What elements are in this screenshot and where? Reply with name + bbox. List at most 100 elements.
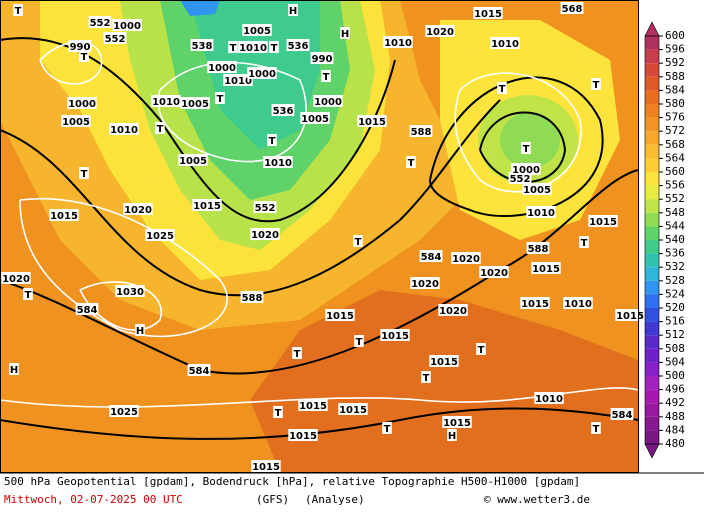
map-label: T [355,237,362,248]
colorbar-label: 568 [665,138,685,151]
label-bg [273,406,283,418]
map-label: 584 [612,410,633,421]
map-label: T [217,94,224,105]
map-label: T [230,43,237,54]
label-bg [447,429,457,441]
map-label: 1020 [480,268,508,279]
footer-run: (Analyse) [305,493,365,506]
map-label: 552 [510,174,531,185]
colorbar-label: 528 [665,274,685,287]
colorbar-segment [645,76,659,91]
colorbar-label: 496 [665,383,685,396]
map-label: T [269,136,276,147]
map-label: 538 [192,41,213,52]
colorbar-segment [645,267,659,281]
colorbar-label: 552 [665,192,685,205]
map-label: 1010 [264,158,292,169]
label-bg [151,95,181,107]
colorbar-label: 564 [665,151,685,164]
map-label: 552 [105,34,126,45]
label-bg [253,201,277,213]
map-label: 1010 [384,38,412,49]
map-label: T [384,424,391,435]
label-bg [292,347,302,359]
label-bg [521,142,531,154]
label-bg [410,277,440,289]
label-bg [382,422,392,434]
map-label: 1015 [50,211,78,222]
label-bg [23,288,33,300]
label-bg [526,206,556,218]
map-label: 1000 [68,99,96,110]
map-label: H [136,326,144,337]
map-label: 1020 [124,205,152,216]
colorbar-segment [645,335,659,349]
map-label: 1005 [301,114,329,125]
label-bg [438,304,468,316]
label-bg [560,2,584,14]
label-bg [223,74,253,86]
map-label: T [81,52,88,63]
label-bg [380,329,410,341]
label-bg [49,209,79,221]
label-bg [338,403,368,415]
map-label: 1020 [411,279,439,290]
map-label: 588 [411,127,432,138]
label-bg [354,335,364,347]
label-bg [178,154,208,166]
label-bg [425,25,455,37]
colorbar-segment [645,376,659,390]
colorbar-label: 524 [665,287,685,300]
colorbar-label: 560 [665,165,685,178]
label-bg [473,7,503,19]
label-bg [247,67,277,79]
map-label: 1005 [62,117,90,128]
map-label: 1010 [535,394,563,405]
map-label: 990 [70,42,91,53]
map-label: 1000 [512,165,540,176]
label-bg [103,32,127,44]
label-bg [313,95,343,107]
label-bg [563,297,593,309]
map-label: 1020 [426,27,454,38]
colorbar-segment [645,416,659,431]
label-bg [207,61,237,73]
colorbar-segment [645,185,659,200]
colorbar-segment [645,362,659,376]
map-label: 1005 [181,99,209,110]
label-bg [479,266,509,278]
label-bg [534,392,564,404]
map-label: T [271,43,278,54]
map-label: 536 [273,106,294,117]
footer-model: (GFS) [256,493,289,506]
colorbar-segment [645,348,659,363]
footer-date: Mittwoch, 02-07-2025 00 UTC [4,493,183,506]
map-label: H [341,29,349,40]
label-bg [300,112,330,124]
map-label: 1015 [193,201,221,212]
map-label: T [581,238,588,249]
map-label: 1005 [243,26,271,37]
label-bg [419,250,443,262]
colorbar-segment [645,158,659,172]
colorbar-label: 536 [665,247,685,260]
colorbar-label: 504 [665,355,685,368]
colorbar-segment [645,104,659,118]
map-label: 1020 [439,306,467,317]
map-label: 1015 [532,264,560,275]
label-bg [251,460,281,472]
colorbar-label: 544 [665,219,685,232]
map-label: 1020 [2,274,30,285]
label-bg [409,125,433,137]
colorbar-label: 596 [665,43,685,56]
colorbar-label: 508 [665,342,685,355]
colorbar-segment [645,90,659,104]
map-labels: 552 552 990 538 536 536 552 588 584 584 584 588 588 5… [1,2,645,473]
colorbar-segment [645,212,659,227]
colorbar-label: 592 [665,56,685,69]
label-bg [155,122,165,134]
label-bg [383,36,413,48]
map-label: 1000 [113,21,141,32]
label-bg [13,4,23,16]
map-label: T [499,84,506,95]
